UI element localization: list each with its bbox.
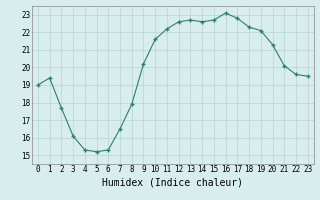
X-axis label: Humidex (Indice chaleur): Humidex (Indice chaleur) bbox=[102, 177, 243, 187]
